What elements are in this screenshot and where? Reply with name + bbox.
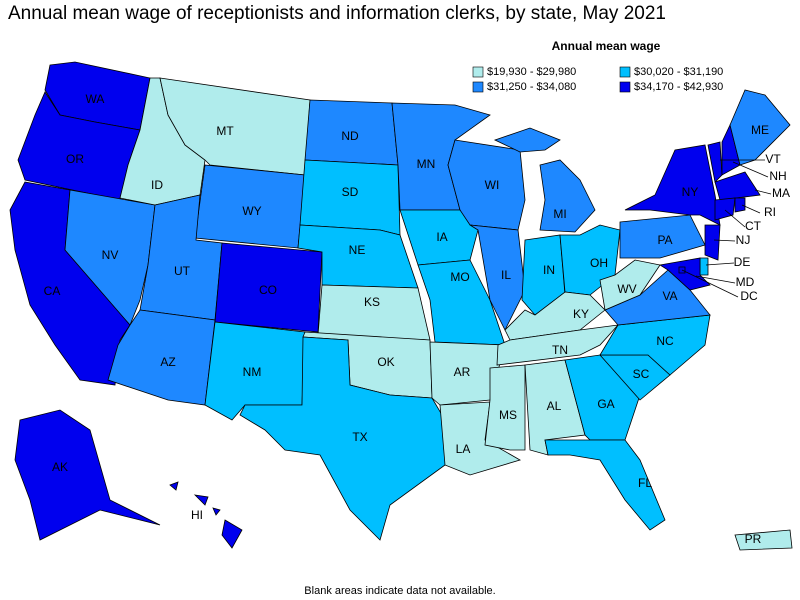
state-label: HI [191, 508, 203, 522]
state-label: NE [349, 243, 366, 257]
state [399, 209, 479, 266]
state-label: CA [44, 284, 61, 298]
state-label: NY [682, 185, 699, 199]
state [734, 197, 746, 213]
state-label: SD [342, 185, 359, 199]
state-label: OH [590, 256, 608, 270]
state-label: AR [454, 365, 471, 379]
state [14, 409, 161, 541]
state-label: ID [151, 178, 163, 192]
state-label: TX [352, 430, 367, 444]
state-label: TN [552, 343, 568, 357]
state-label: GA [597, 397, 614, 411]
state [704, 224, 721, 261]
state [496, 324, 620, 366]
legend-swatch [619, 81, 631, 93]
state-label: CO [259, 283, 277, 297]
state-label: MI [553, 207, 566, 221]
state-label: MT [216, 124, 234, 138]
state-label: KS [364, 295, 380, 309]
state [239, 336, 446, 541]
state-label: KY [573, 307, 589, 321]
state [317, 284, 431, 341]
legend-label: $31,250 - $34,080 [487, 81, 576, 93]
legend-label: $30,020 - $31,190 [634, 66, 723, 78]
footnote: Blank areas indicate data not available. [304, 585, 495, 597]
state-label: OK [377, 355, 394, 369]
state-label: NM [243, 365, 262, 379]
leader-line [705, 262, 735, 266]
state-label: ND [341, 129, 359, 143]
state-label: WA [86, 92, 105, 106]
leader-line [732, 161, 769, 178]
state-label: MO [450, 270, 469, 284]
state [169, 481, 243, 549]
state-label: DC [740, 289, 758, 303]
state [544, 439, 666, 531]
state-label: PR [745, 532, 762, 546]
state-label: CT [745, 219, 762, 233]
leader-line [754, 189, 772, 195]
state-label: VA [662, 289, 677, 303]
state [493, 127, 596, 233]
state [619, 214, 706, 259]
state-label: WI [485, 178, 500, 192]
state-label: ME [751, 123, 769, 137]
state-label: NC [656, 334, 674, 348]
leader-line [724, 209, 746, 228]
leader-line [681, 269, 739, 298]
state-label: IN [543, 263, 555, 277]
state [658, 257, 711, 291]
state-label: FL [638, 476, 652, 490]
state-label: UT [174, 264, 191, 278]
legend-swatch [472, 81, 484, 93]
state-labels: WA OR CA NV ID MT WY UT AZ CO NM ND SD NE KS OK TX MN IA MO… [44, 92, 790, 546]
state-label: RI [764, 205, 776, 219]
map-title: Annual mean wage of receptionists and in… [8, 3, 666, 24]
legend-label: $34,170 - $42,930 [634, 81, 723, 93]
state-label: WY [242, 204, 261, 218]
state-label: MN [417, 157, 436, 171]
state [734, 529, 793, 551]
state-label: AL [547, 399, 562, 413]
state-label: IL [501, 268, 511, 282]
leader-line [695, 275, 736, 284]
state-label: MS [499, 408, 517, 422]
state-label: NV [102, 248, 119, 262]
leader-line [713, 239, 736, 242]
state-label: MD [736, 275, 755, 289]
state-label: IA [436, 230, 447, 244]
state-label: WV [617, 282, 636, 296]
legend-swatch [619, 66, 631, 78]
state-label: VT [765, 152, 781, 166]
state [624, 144, 721, 226]
state-label: OR [66, 152, 84, 166]
state-label: SC [633, 367, 650, 381]
state [714, 197, 736, 221]
legend-title: Annual mean wage [552, 39, 661, 53]
state-label: NJ [736, 233, 751, 247]
state-label: AZ [160, 355, 175, 369]
leader-line [741, 204, 761, 214]
state-label: NH [769, 169, 786, 183]
state-label: LA [456, 442, 471, 456]
legend-swatch [472, 66, 484, 78]
states [9, 61, 793, 551]
state-label: DE [734, 255, 751, 269]
legend-label: $19,930 - $29,980 [487, 66, 576, 78]
state-label: MA [772, 186, 790, 200]
state [699, 257, 709, 276]
state-label: AK [52, 460, 68, 474]
state [429, 341, 506, 406]
state [714, 171, 761, 201]
legend: $19,930 - $29,980 $30,020 - $31,190 $31,25… [472, 66, 723, 93]
state-label: PA [657, 233, 672, 247]
